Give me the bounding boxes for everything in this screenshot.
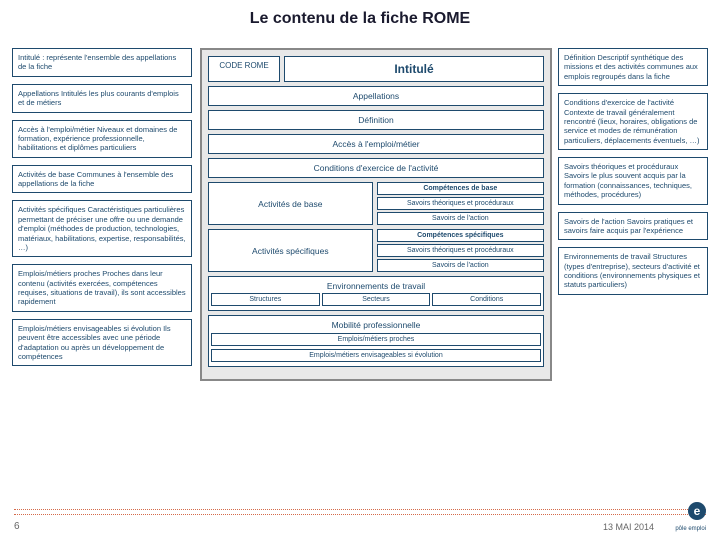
lbl: Définition Descriptif synthétique des mi… — [564, 53, 698, 81]
savoirs-theo-block: Savoirs théoriques et procéduraux — [377, 197, 544, 210]
savoirs-action-block: Savoirs de l'action — [377, 212, 544, 225]
logo-text: pôle emploi — [675, 526, 706, 532]
definition-block: Définition — [208, 110, 544, 130]
page-title: Le contenu de la fiche ROME — [0, 10, 720, 28]
right-box-environnements: Environnements de travail Structures (ty… — [558, 247, 708, 295]
lbl: Emplois/métiers envisageables si évoluti… — [18, 324, 171, 361]
left-box-appellations: Appellations Intitulés les plus courants… — [12, 84, 192, 113]
lbl: Intitulé : représente l'ensemble des app… — [18, 53, 176, 71]
footer-date: 13 MAI 2014 — [603, 522, 654, 532]
code-rome-block: CODE ROME — [208, 56, 280, 82]
acces-block: Accès à l'emploi/métier — [208, 134, 544, 154]
proches-block: Emplois/métiers proches — [211, 333, 541, 346]
env-conditions: Conditions — [432, 293, 541, 306]
lbl: Conditions d'exercice de l'activité Cont… — [564, 98, 699, 145]
savoirs-theo-block-2: Savoirs théoriques et procéduraux — [377, 244, 544, 257]
right-box-savoirs-theo: Savoirs théoriques et procéduraux Savoir… — [558, 157, 708, 205]
mob-label: Mobilité professionnelle — [332, 320, 421, 330]
left-box-intitule: Intitulé : représente l'ensemble des app… — [12, 48, 192, 77]
right-box-savoirs-action: Savoirs de l'action Savoirs pratiques et… — [558, 212, 708, 241]
pole-emploi-logo: e pôle emploi — [662, 502, 706, 532]
page-number: 6 — [14, 521, 20, 532]
logo-e-icon: e — [688, 502, 706, 520]
left-box-activites-spec: Activités spécifiques Caractéristiques p… — [12, 200, 192, 257]
lbl: Savoirs théoriques et procéduraux Savoir… — [564, 162, 692, 199]
left-box-acces: Accès à l'emploi/métier Niveaux et domai… — [12, 120, 192, 158]
lbl: Activités spécifiques Caractéristiques p… — [18, 205, 186, 252]
lbl: Savoirs de l'action Savoirs pratiques et… — [564, 217, 693, 235]
activites-base-block: Activités de base — [208, 182, 373, 225]
right-column: Définition Descriptif synthétique des mi… — [558, 48, 708, 302]
appellations-block: Appellations — [208, 86, 544, 106]
env-label: Environnements de travail — [327, 281, 425, 291]
footer: 6 13 MAI 2014 e pôle emploi — [0, 502, 720, 532]
lbl: Activités de base Communes à l'ensemble … — [18, 170, 173, 188]
lbl: Emplois/métiers proches Proches dans leu… — [18, 269, 186, 306]
savoirs-action-block-2: Savoirs de l'action — [377, 259, 544, 272]
lbl: Environnements de travail Structures (ty… — [564, 252, 700, 289]
competences-spec-block: Compétences spécifiques — [377, 229, 544, 242]
left-box-evolution: Emplois/métiers envisageables si évoluti… — [12, 319, 192, 367]
env-secteurs: Secteurs — [322, 293, 431, 306]
left-box-proches: Emplois/métiers proches Proches dans leu… — [12, 264, 192, 312]
left-box-activites-base: Activités de base Communes à l'ensemble … — [12, 165, 192, 194]
evolution-block: Emplois/métiers envisageables si évoluti… — [211, 349, 541, 362]
mobilite-block: Mobilité professionnelle Emplois/métiers… — [208, 315, 544, 367]
activites-spec-block: Activités spécifiques — [208, 229, 373, 272]
left-column: Intitulé : représente l'ensemble des app… — [12, 48, 192, 373]
lbl: Accès à l'emploi/métier Niveaux et domai… — [18, 125, 177, 153]
center-panel: CODE ROME Intitulé Appellations Définiti… — [200, 48, 552, 381]
right-box-conditions: Conditions d'exercice de l'activité Cont… — [558, 93, 708, 150]
env-structures: Structures — [211, 293, 320, 306]
right-box-definition: Définition Descriptif synthétique des mi… — [558, 48, 708, 86]
conditions-block: Conditions d'exercice de l'activité — [208, 158, 544, 178]
competences-base-block: Compétences de base — [377, 182, 544, 195]
lbl: Appellations Intitulés les plus courants… — [18, 89, 179, 107]
environnements-block: Environnements de travail Structures Sec… — [208, 276, 544, 311]
intitule-block: Intitulé — [284, 56, 544, 82]
